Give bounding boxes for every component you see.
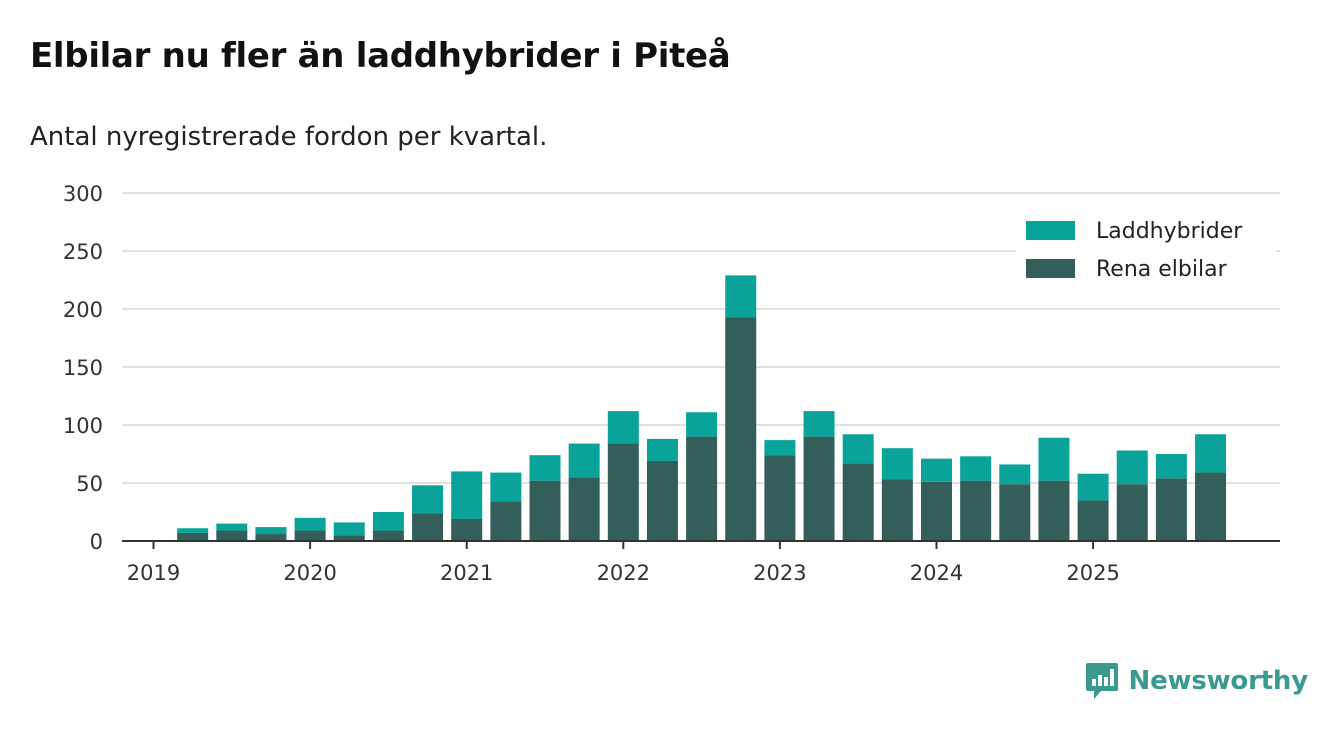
x-tick-label: 2021 [440,561,493,585]
bar-laddhybrider [333,522,365,536]
bar-rena-elbilar [1155,478,1187,541]
bar-rena-elbilar [177,532,209,541]
bar-rena-elbilar [803,436,835,541]
chart-subtitle: Antal nyregistrerade fordon per kvartal. [30,122,548,152]
bar-laddhybrider [216,523,248,531]
bar-laddhybrider [1077,473,1109,501]
x-tick-label: 2025 [1066,561,1119,585]
bar-rena-elbilar [255,534,287,541]
bar-rena-elbilar [999,484,1031,541]
bar-laddhybrider [999,464,1031,485]
legend-swatch-laddhybrider [1026,221,1075,240]
bar-laddhybrider [803,411,835,437]
bar-rena-elbilar [764,455,796,541]
bar-laddhybrider [686,412,718,437]
bar-laddhybrider [607,411,639,444]
bar-rena-elbilar [412,513,444,541]
bar-laddhybrider [960,456,992,481]
bar-laddhybrider [842,434,874,464]
bar-rena-elbilar [842,463,874,541]
bar-laddhybrider [1116,450,1148,485]
bar-laddhybrider [490,472,522,502]
bar-laddhybrider [1155,454,1187,479]
bar-laddhybrider [294,517,326,531]
bar-rena-elbilar [960,480,992,541]
bar-laddhybrider [255,527,287,535]
bar-rena-elbilar [921,481,952,541]
x-tick-label: 2024 [910,561,963,585]
bar-rena-elbilar [725,317,757,541]
bar-laddhybrider [725,275,757,318]
x-tick-label: 2023 [753,561,806,585]
legend-label-laddhybrider: Laddhybrider [1096,219,1243,244]
newsworthy-logo-icon [1085,663,1118,699]
bar-rena-elbilar [1195,472,1227,541]
bar-laddhybrider [529,455,561,481]
bar-rena-elbilar [646,460,678,541]
y-tick-label: 300 [63,182,103,206]
bar-laddhybrider [372,512,404,531]
bar-laddhybrider [881,448,913,480]
bar-rena-elbilar [568,477,600,541]
bars [177,275,1227,541]
x-tick-label: 2022 [597,561,650,585]
bar-laddhybrider [921,458,952,482]
legend-label-rena-elbilar: Rena elbilar [1096,257,1228,282]
bar-rena-elbilar [1077,500,1109,541]
y-tick-label: 150 [63,356,103,380]
bar-rena-elbilar [216,530,248,541]
bar-rena-elbilar [607,443,639,541]
y-tick-label: 250 [63,240,103,264]
bar-laddhybrider [177,528,209,533]
bar-laddhybrider [764,440,796,456]
chart-title: Elbilar nu fler än laddhybrider i Piteå [30,36,731,76]
bar-rena-elbilar [372,530,404,541]
legend-swatch-rena-elbilar [1026,259,1075,278]
bar-rena-elbilar [490,501,522,541]
bar-rena-elbilar [1038,480,1070,541]
bar-rena-elbilar [686,436,718,541]
bar-rena-elbilar [294,530,326,541]
newsworthy-logo-text: Newsworthy [1128,666,1309,696]
bar-rena-elbilar [881,479,913,541]
bar-rena-elbilar [451,518,483,541]
newsworthy-logo: Newsworthy [1085,662,1308,700]
legend: Laddhybrider Rena elbilar [1016,210,1276,294]
bar-laddhybrider [451,471,483,519]
y-tick-label: 100 [63,414,103,438]
x-tick-label: 2019 [127,561,180,585]
bar-laddhybrider [412,485,444,514]
y-tick-label: 50 [76,472,103,496]
bar-rena-elbilar [529,480,561,541]
bar-laddhybrider [1038,437,1070,481]
bar-laddhybrider [568,443,600,478]
y-axis: 0 50 100 150 200 250 300 [63,182,103,554]
x-tick-label: 2020 [283,561,336,585]
bar-rena-elbilar [333,535,365,541]
y-tick-label: 200 [63,298,103,322]
bar-rena-elbilar [1116,484,1148,541]
x-axis: 2019 2020 2021 2022 2023 2024 2025 [122,540,1280,585]
y-tick-label: 0 [90,530,103,554]
bar-laddhybrider [1195,434,1227,473]
bar-laddhybrider [646,438,678,461]
